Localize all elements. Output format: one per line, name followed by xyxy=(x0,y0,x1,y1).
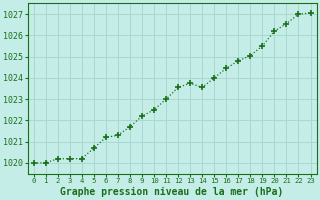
X-axis label: Graphe pression niveau de la mer (hPa): Graphe pression niveau de la mer (hPa) xyxy=(60,186,284,197)
